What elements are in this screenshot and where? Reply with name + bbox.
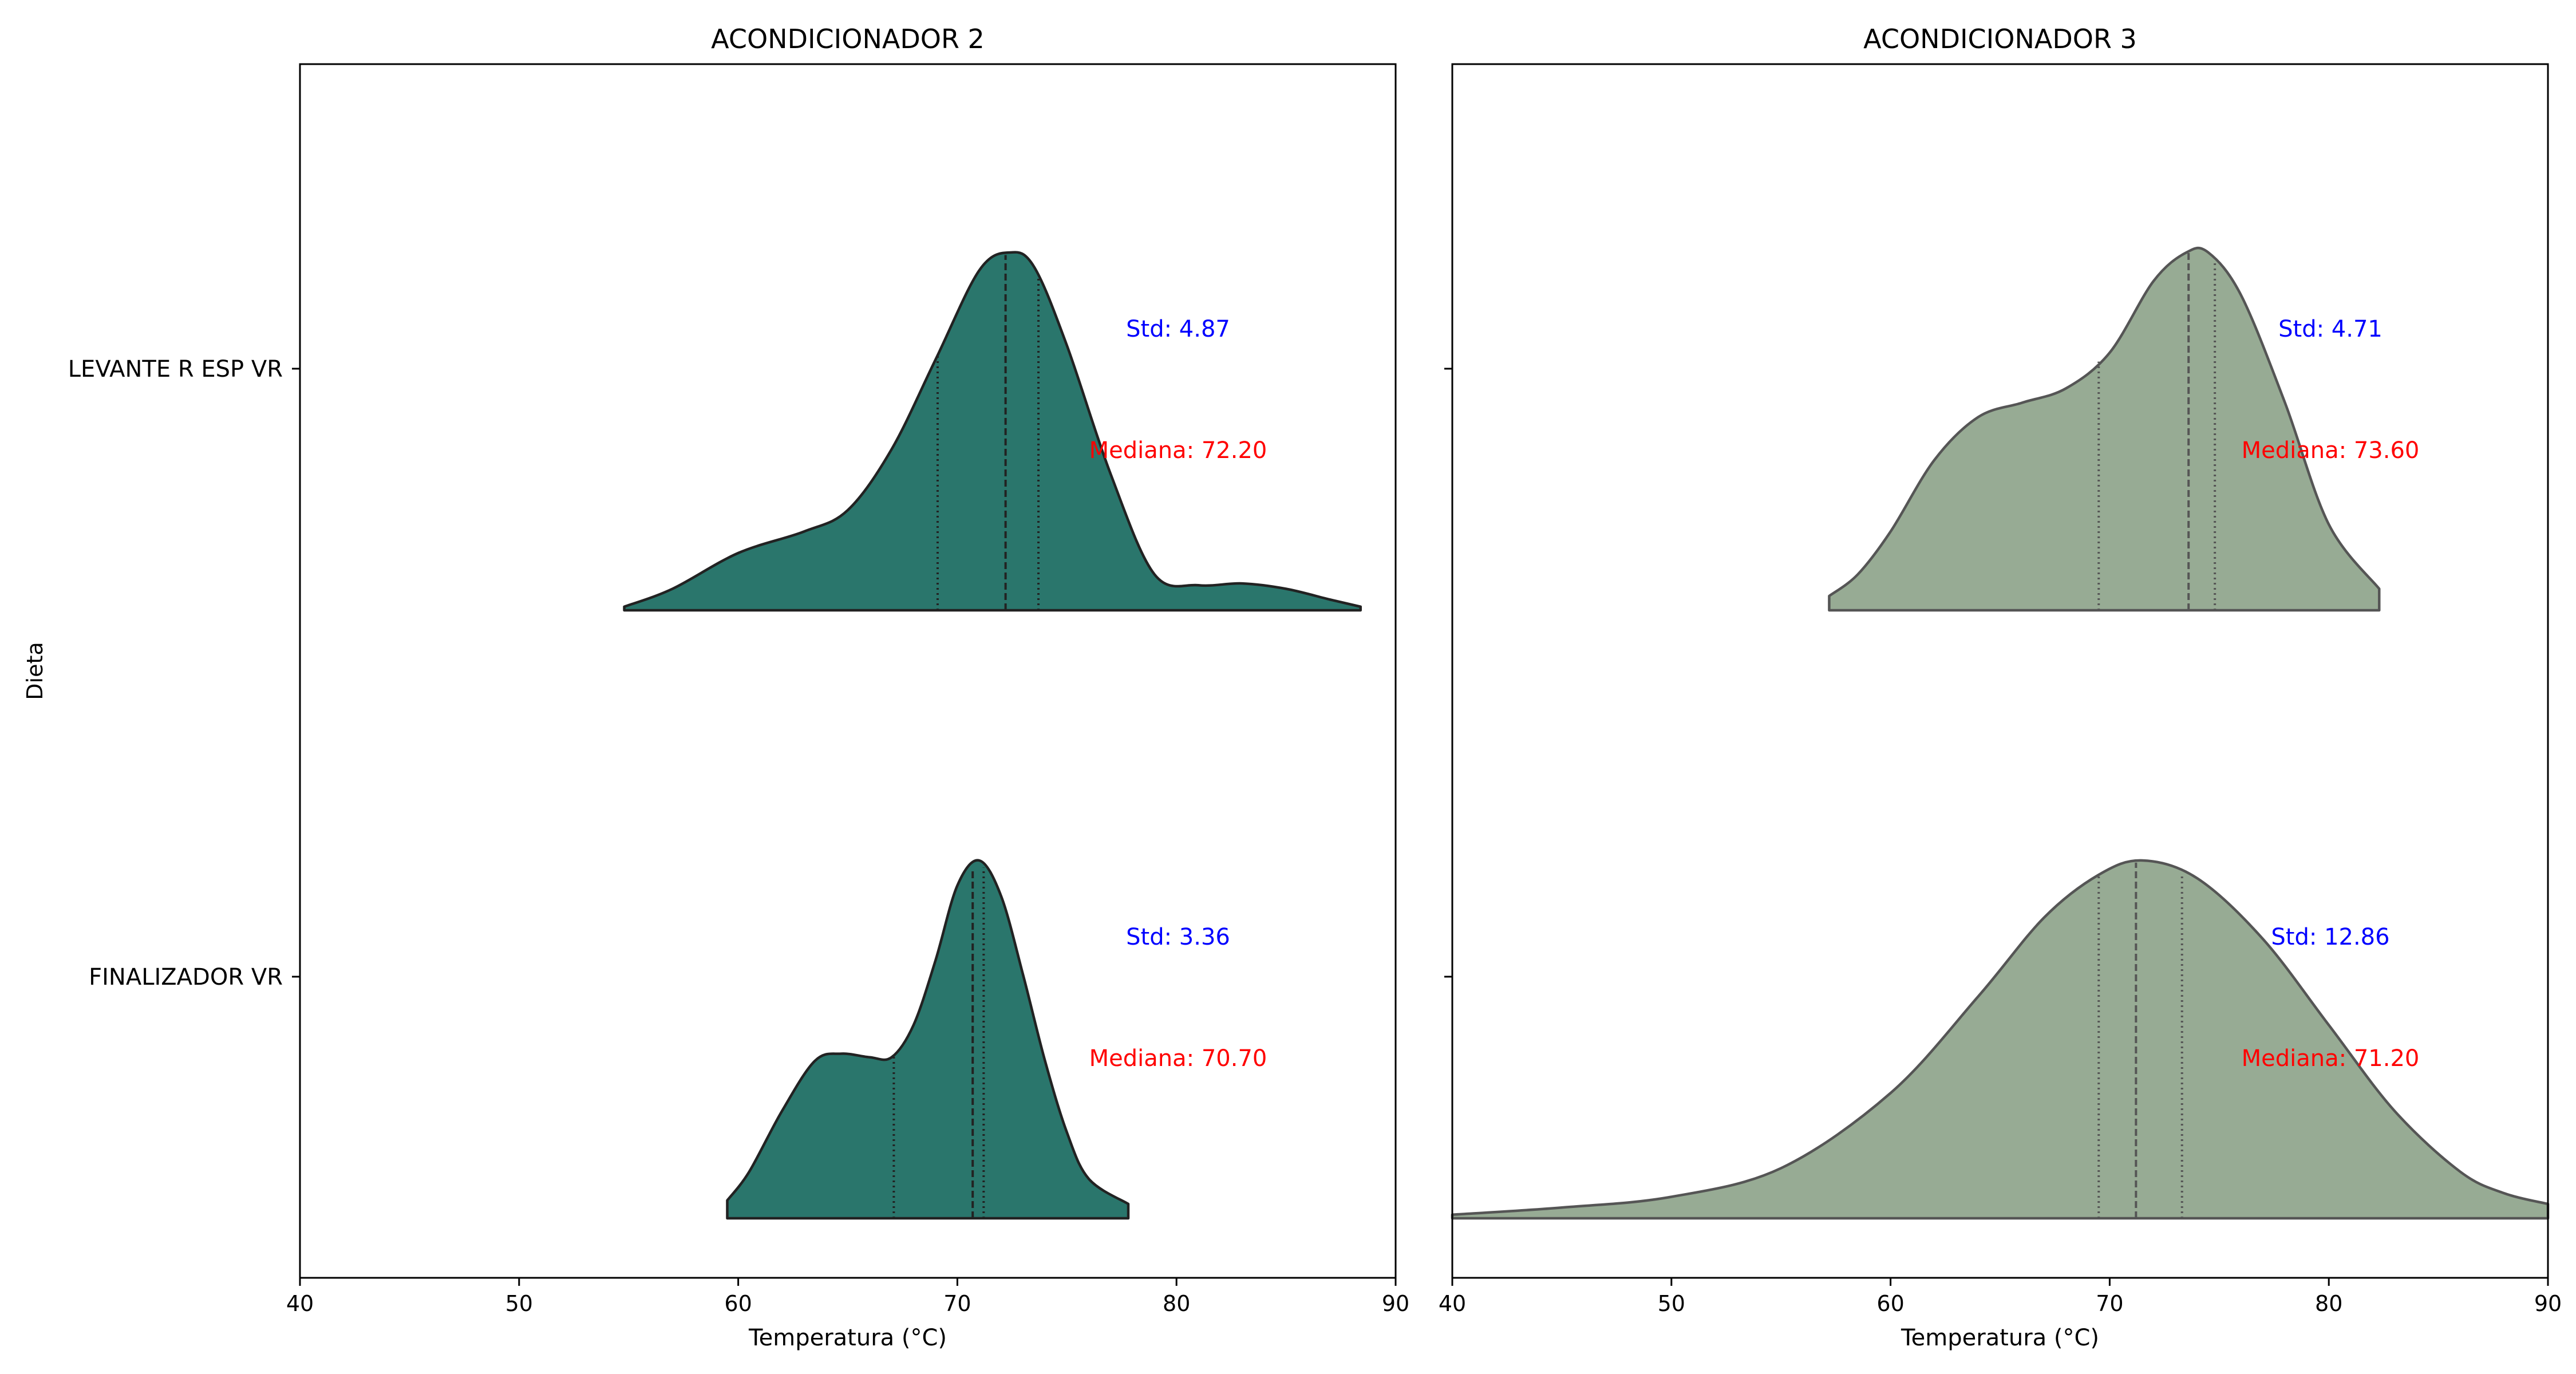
std-label: Std: 3.36 — [1126, 924, 1230, 950]
violin-body — [1828, 246, 2381, 612]
median-label: Mediana: 71.20 — [2242, 1045, 2420, 1072]
violin-body — [726, 859, 1130, 1220]
violin-1: Std: 4.87 Mediana: 72.20 — [623, 251, 1362, 612]
x-tick-label: 60 — [724, 1291, 752, 1316]
y-tick-label: LEVANTE R ESP VR — [68, 356, 283, 382]
std-label: Std: 4.87 — [1126, 316, 1230, 342]
panel-title: ACONDICIONADOR 2 — [711, 23, 985, 54]
median-label: Mediana: 72.20 — [1089, 437, 1267, 464]
x-tick-label: 80 — [2315, 1291, 2342, 1316]
plot-frame — [1451, 63, 2549, 1279]
x-tick-label: 60 — [1876, 1291, 1904, 1316]
x-tick-label: 40 — [286, 1291, 314, 1316]
panel-title: ACONDICIONADOR 3 — [1863, 23, 2137, 54]
x-tick-label: 50 — [505, 1291, 533, 1316]
median-label: Mediana: 73.60 — [2242, 437, 2420, 464]
y-tick-label: FINALIZADOR VR — [89, 964, 283, 990]
x-tick-label: 70 — [2096, 1291, 2123, 1316]
x-tick-label: 80 — [1163, 1291, 1190, 1316]
plot-frame — [299, 63, 1397, 1279]
violin-body — [1451, 859, 2550, 1220]
x-tick-label: 90 — [1382, 1291, 1409, 1316]
violin-2: Std: 12.86 Mediana: 71.20 — [1451, 859, 2550, 1220]
x-tick-label: 50 — [1658, 1291, 1685, 1316]
y-axis-label: Dieta — [22, 642, 48, 700]
violin-1: Std: 4.71 Mediana: 73.60 — [1828, 246, 2420, 612]
std-label: Std: 4.71 — [2278, 316, 2383, 342]
x-tick-label: 90 — [2534, 1291, 2562, 1316]
x-tick-label: 70 — [943, 1291, 971, 1316]
x-tick-label: 40 — [1439, 1291, 1466, 1316]
x-axis-label: Temperatura (°C) — [748, 1325, 947, 1351]
median-label: Mediana: 70.70 — [1089, 1045, 1267, 1072]
violin-2: Std: 3.36 Mediana: 70.70 — [726, 859, 1267, 1220]
violin-body — [623, 251, 1362, 612]
std-label: Std: 12.86 — [2271, 924, 2389, 950]
x-axis-label: Temperatura (°C) — [1901, 1325, 2099, 1351]
